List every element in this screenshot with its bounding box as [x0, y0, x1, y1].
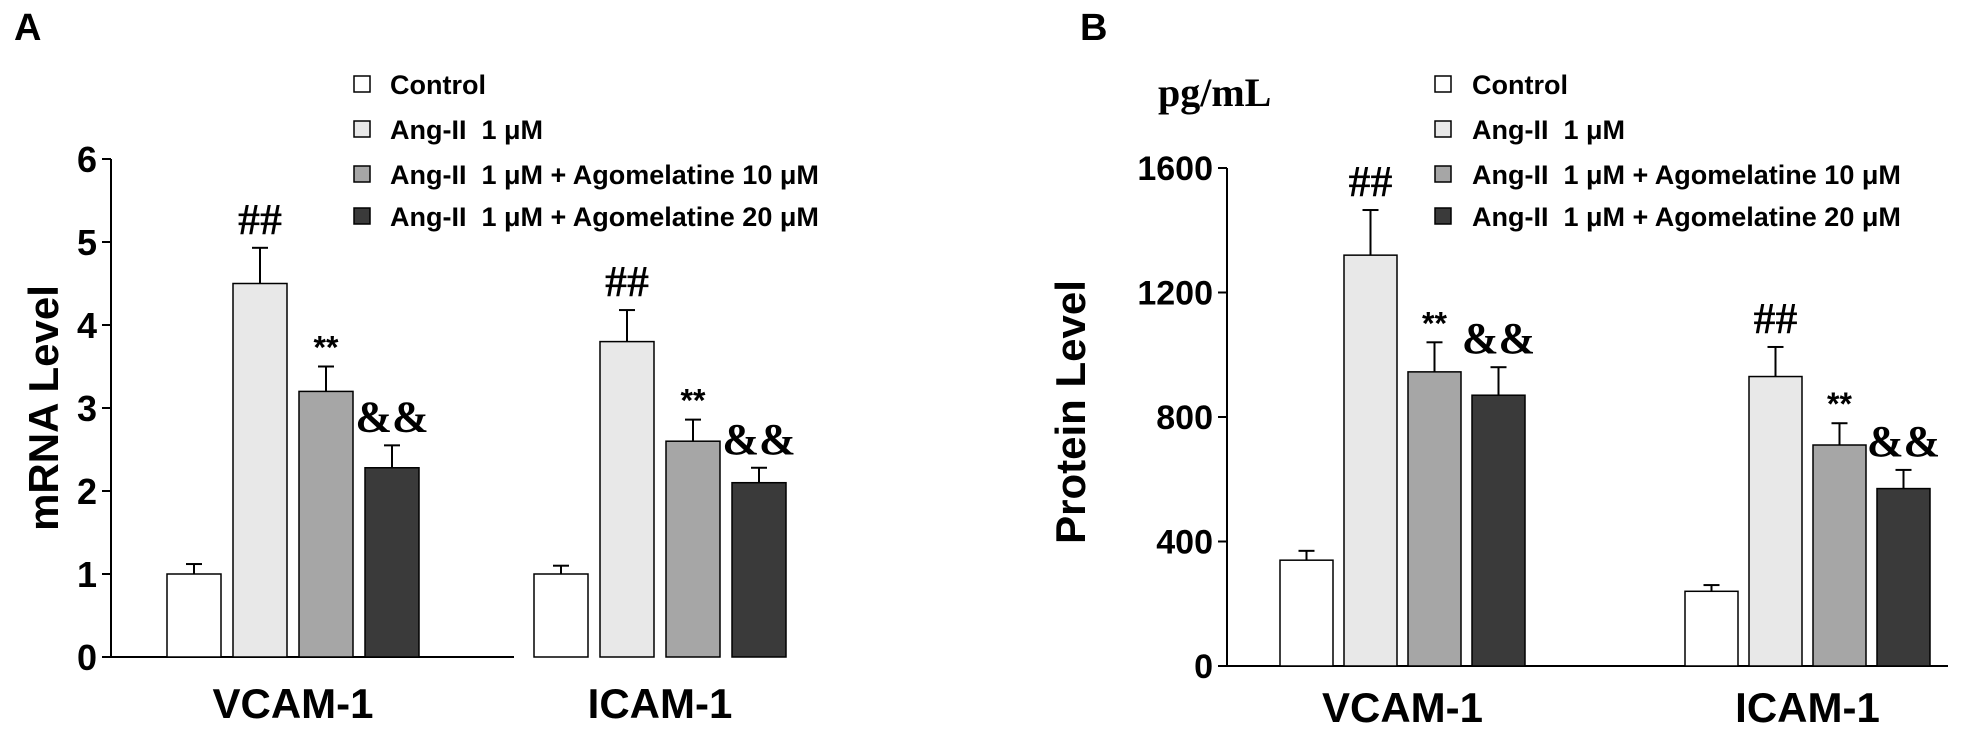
significance-mark: ## — [605, 257, 649, 306]
significance-mark: ** — [1422, 305, 1447, 341]
bar — [1471, 394, 1526, 667]
legend-swatch — [1434, 165, 1452, 183]
significance-mark: && — [1867, 417, 1940, 466]
legend-label: Control — [1472, 70, 1568, 100]
x-category-label: VCAM-1 — [1322, 684, 1483, 731]
panel-letter: A — [14, 7, 41, 49]
legend-swatch — [353, 120, 371, 138]
y-tick-label: 1 — [77, 554, 97, 595]
bar — [1748, 375, 1803, 667]
bar — [232, 282, 288, 658]
legend-label: Ang-II 1 μM + Agomelatine 10 μM — [390, 160, 819, 190]
bar — [1279, 559, 1334, 667]
y-tick-label: 1600 — [1137, 150, 1213, 188]
legend-swatch — [353, 165, 371, 183]
y-tick-label: 3 — [77, 388, 97, 429]
significance-mark: && — [722, 415, 795, 464]
legend-swatch — [1434, 207, 1452, 225]
x-category-label: ICAM-1 — [588, 680, 733, 727]
significance-mark: ** — [681, 383, 706, 419]
y-tick-label: 2 — [77, 471, 97, 512]
y-tick-label: 0 — [77, 637, 97, 678]
y-axis-label: Protein Level — [1047, 280, 1094, 544]
panel-letter: B — [1080, 7, 1107, 49]
y-tick-label: 400 — [1156, 524, 1213, 562]
legend-label: Ang-II 1 μM + Agomelatine 10 μM — [1472, 160, 1901, 190]
significance-mark: && — [355, 392, 428, 441]
bar — [599, 340, 655, 658]
bar — [665, 440, 721, 658]
bar — [533, 573, 589, 658]
y-tick-label: 4 — [77, 305, 97, 346]
bar — [364, 467, 420, 658]
y-tick-label: 5 — [77, 222, 97, 263]
panel-b-chart: Bpg/mL Protein Level 0 400 800 1200 1600 ## ** &&… — [1047, 7, 1948, 731]
bar — [1343, 254, 1398, 667]
bar — [731, 481, 787, 658]
legend-swatch — [353, 207, 371, 225]
unit-label: pg/mL — [1158, 70, 1271, 115]
legend-swatch — [1434, 75, 1452, 93]
significance-mark: ## — [238, 195, 282, 244]
significance-mark: && — [1462, 314, 1535, 363]
legend-label: Ang-II 1 μM + Agomelatine 20 μM — [390, 202, 819, 232]
y-axis-label: mRNA Level — [20, 285, 67, 531]
y-tick-label: 6 — [77, 139, 97, 180]
legend-swatch — [1434, 120, 1452, 138]
bar — [1407, 371, 1462, 667]
significance-mark: ## — [1349, 157, 1393, 206]
y-tick-label: 0 — [1194, 648, 1213, 686]
y-tick-label: 1200 — [1137, 275, 1213, 313]
legend-swatch — [353, 75, 371, 93]
legend-label: Ang-II 1 μM — [1472, 115, 1625, 145]
bar — [298, 390, 354, 658]
y-tick-label: 800 — [1156, 399, 1213, 437]
legend-label: Control — [390, 70, 486, 100]
legend-label: Ang-II 1 μM — [390, 115, 543, 145]
significance-mark: ** — [314, 330, 339, 366]
bar — [1812, 444, 1867, 667]
bar — [1876, 487, 1931, 667]
bar — [166, 573, 222, 658]
significance-mark: ## — [1754, 294, 1798, 343]
bar — [1684, 590, 1739, 667]
x-category-label: ICAM-1 — [1735, 684, 1880, 731]
x-category-label: VCAM-1 — [212, 680, 373, 727]
significance-mark: ** — [1827, 386, 1852, 422]
legend-label: Ang-II 1 μM + Agomelatine 20 μM — [1472, 202, 1901, 232]
